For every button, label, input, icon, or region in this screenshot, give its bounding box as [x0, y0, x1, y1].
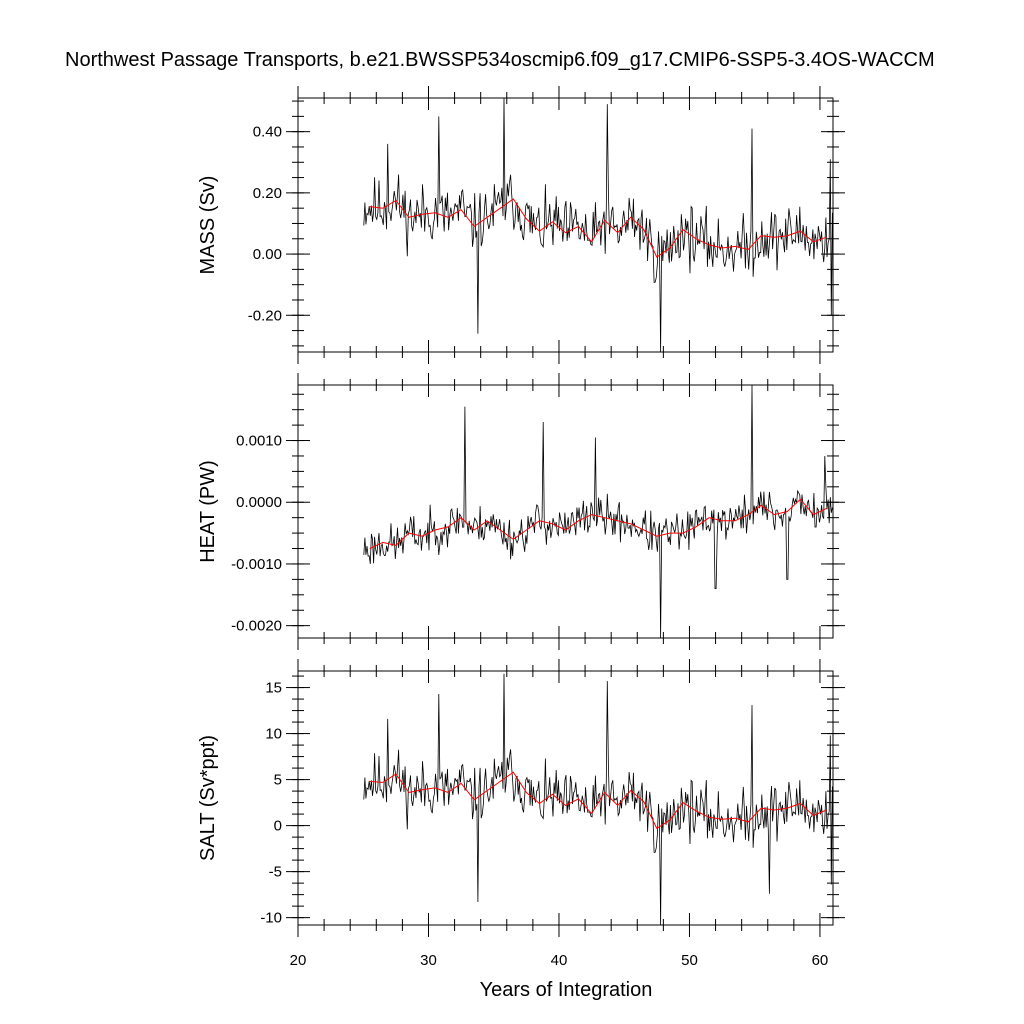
- y-tick-label: -5: [269, 864, 282, 881]
- y-tick-label: 0: [274, 818, 282, 835]
- y-tick-label: 0.40: [253, 124, 282, 141]
- panel-salt: -10 -5 0 5 10 15 20 30 40 50 60 SALT (Sv*ppt): [197, 659, 845, 969]
- x-tick-label: 50: [681, 952, 698, 969]
- y-tick-label: -0.0010: [231, 556, 282, 573]
- panel-heat: -0.0020 -0.0010 0.0000 0.0010 HEAT (PW): [197, 373, 845, 650]
- x-axis-label: Years of Integration: [480, 979, 653, 1001]
- panel-frame: [297, 384, 834, 639]
- x-tick-label: 40: [551, 952, 568, 969]
- y-axis-label: MASS (Sv): [197, 176, 219, 275]
- y-tick-label: -10: [260, 910, 282, 927]
- y-tick-label: -0.0020: [231, 618, 282, 635]
- x-tick-label: 60: [812, 952, 829, 969]
- series-line-annual-mean: [369, 771, 827, 830]
- y-tick-label: 10: [265, 726, 282, 743]
- series-line-monthly: [363, 98, 833, 352]
- x-tick-label: 30: [420, 952, 437, 969]
- series-line-annual-mean: [369, 198, 827, 258]
- y-axis-label: HEAT (PW): [197, 460, 219, 563]
- panel-mass: -0.20 0.00 0.20 0.40 MASS (Sv): [197, 86, 845, 364]
- panel-frame: [297, 670, 834, 926]
- y-tick-label: 0.0010: [236, 433, 282, 450]
- series-line-monthly: [363, 385, 833, 638]
- y-tick-label: 15: [265, 680, 282, 697]
- chart-title: Northwest Passage Transports, b.e21.BWSS…: [65, 49, 935, 71]
- series-line-annual-mean: [369, 498, 827, 549]
- y-tick-label: 0.0000: [236, 494, 282, 511]
- series-line-monthly: [363, 673, 833, 925]
- y-tick-label: 5: [274, 772, 282, 789]
- panels-group: -0.20 0.00 0.20 0.40 MASS (Sv) -0.0020 -0.0010…: [197, 86, 845, 969]
- x-tick-label: 20: [290, 952, 307, 969]
- y-axis-label: SALT (Sv*ppt): [197, 735, 219, 861]
- y-tick-label: 0.20: [253, 185, 282, 202]
- y-tick-label: 0.00: [253, 246, 282, 263]
- panel-frame: [297, 97, 834, 353]
- y-tick-label: -0.20: [248, 307, 282, 324]
